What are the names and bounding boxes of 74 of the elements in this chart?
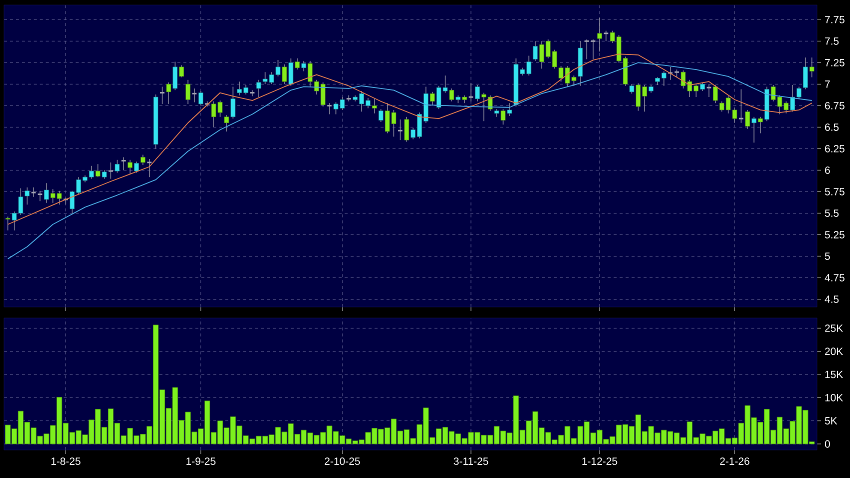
x-tick-label: 3-11-25 [454,458,488,465]
candlestick [629,84,634,94]
candlestick [224,114,229,132]
candlestick [301,60,306,72]
candlestick [590,39,596,60]
y-tick-label: 10K [825,394,844,402]
candlestick [397,119,404,140]
candlestick [294,58,300,70]
candlestick [738,88,744,124]
x-tick-label: 2-1-26 [720,458,750,465]
candlestick [378,108,384,122]
candlestick [584,39,590,60]
y-tick-label: 6.5 [825,123,839,131]
candlestick [449,88,454,102]
y-tick-label: 5 [824,252,830,260]
candlestick [5,216,10,231]
candlestick [134,161,139,174]
candlestick [96,164,100,178]
y-tick-label: 5K [824,417,838,424]
candlestick [179,64,184,78]
line-series [7,62,812,260]
y-tick-label: 25K [825,324,844,332]
y-tick-label: 0 [824,440,830,448]
candlestick [475,84,480,102]
y-tick-label: 5.5 [824,210,839,217]
candlestick [809,57,814,78]
candlestick [468,82,474,102]
y-tick-label: 5.75 [824,188,844,196]
y-tick-label: 7.5 [825,37,839,45]
candlestick [24,187,30,205]
candlestick [230,86,236,119]
candlestick [706,84,712,98]
y-tick-label: 6.25 [825,144,844,152]
candlestick [758,116,763,134]
candlestick [282,64,287,84]
x-tick-label: 1-8-25 [51,458,80,465]
candlestick [597,18,602,52]
candlestick [191,88,198,103]
y-tick-label: 6.75 [825,102,844,110]
y-tick-label: 4.75 [824,274,844,282]
candlestick [146,158,152,178]
y-tick-label: 4.5 [824,296,839,303]
candlestick [37,190,43,202]
y-tick-label: 15K [825,370,844,378]
candlestick [120,156,127,171]
x-tick-label: 1-9-25 [186,458,216,465]
candlestick [372,98,377,114]
y-tick-label: 20K [825,348,844,356]
candlestick [108,162,114,180]
candlestick [713,84,718,104]
candlestick [430,92,435,106]
y-tick-label: 6 [825,166,830,174]
x-tick-label: 1-12-25 [582,458,618,465]
candlestick [172,61,178,91]
candlestick [752,116,756,144]
candlestick [166,82,172,104]
candlestick [256,80,262,98]
candlestick [500,108,506,125]
candlestick [288,58,294,86]
candlestick [803,57,808,90]
x-tick-label: 2-10-25 [324,458,360,465]
candlestick [507,102,512,116]
y-tick-label: 5.25 [824,231,844,238]
candlestick [128,160,132,175]
candlestick [30,187,37,198]
candlestick [532,40,538,62]
y-tick-label: 7 [825,80,830,88]
candlestick [159,86,166,104]
candlestick [603,30,609,42]
line-series [7,54,812,225]
y-tick-label: 7.75 [825,16,844,24]
candlestick [44,182,49,204]
y-tick-label: 7.25 [825,58,844,66]
candlestick [326,102,332,115]
